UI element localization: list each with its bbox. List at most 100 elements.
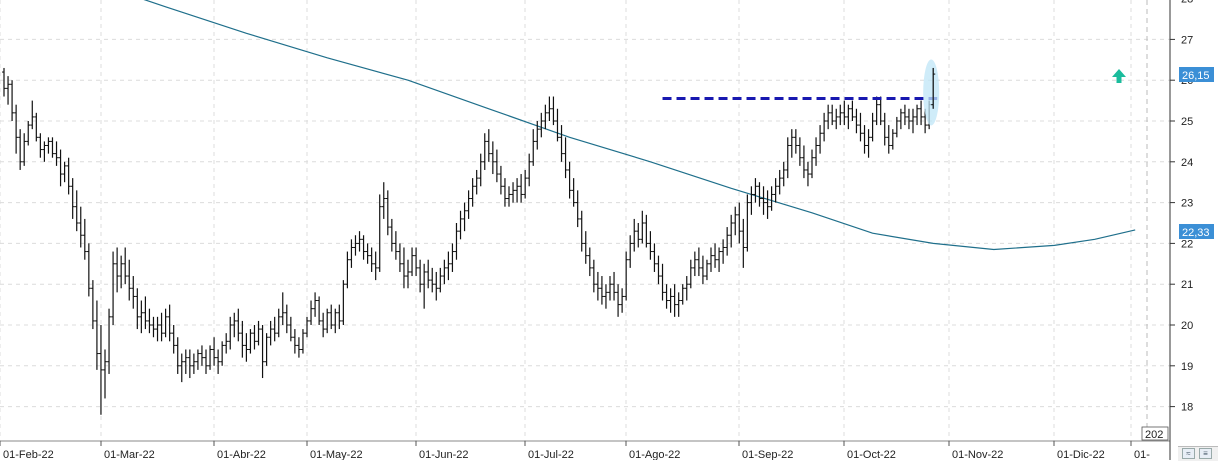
- ohlc-bar: [575, 190, 580, 228]
- ohlc-bar: [228, 316, 233, 350]
- ohlc-bar: [86, 243, 91, 297]
- ohlc-bar: [450, 243, 455, 272]
- ohlc-bar: [406, 259, 410, 289]
- ohlc-bar: [50, 137, 55, 158]
- ohlc-bar: [462, 202, 467, 232]
- y-tick-label: 21: [1181, 279, 1193, 291]
- ohlc-bar: [333, 308, 338, 334]
- ohlc-bar: [862, 125, 867, 154]
- ohlc-bar: [34, 112, 39, 142]
- x-tick-label: 01-Jun-22: [419, 449, 469, 460]
- ohlc-bar: [232, 312, 237, 338]
- ohlc-bar: [268, 320, 273, 346]
- ohlc-bar: [127, 259, 132, 301]
- ohlc-bar: [78, 206, 83, 248]
- ohlc-bar: [684, 276, 689, 301]
- ohlc-bar: [620, 288, 625, 313]
- ohlc-bar: [216, 349, 221, 374]
- ohlc-bar: [818, 125, 823, 154]
- ohlc-bar: [430, 267, 435, 293]
- ohlc-bar: [22, 133, 27, 166]
- ohlc-bar: [280, 292, 285, 325]
- x-tick-label: 01-Jul-22: [528, 449, 574, 460]
- chart-grid: [0, 0, 1170, 441]
- ohlc-bar: [466, 190, 471, 219]
- ohlc-bar: [870, 112, 875, 142]
- ohlc-bar: [773, 178, 778, 203]
- ohlc-bar: [256, 320, 261, 346]
- ohlc-bar: [753, 178, 758, 203]
- annotations: [662, 0, 1148, 441]
- ohlc-bar: [894, 116, 899, 138]
- ohlc-bar: [676, 292, 681, 317]
- y-tick-label: 19: [1181, 361, 1193, 373]
- ohlc-bar: [264, 333, 269, 366]
- year-label: 202: [1145, 429, 1163, 441]
- zoom-wave-icon[interactable]: ≈: [1182, 448, 1195, 459]
- ohlc-bar: [171, 325, 176, 354]
- ohlc-bar: [523, 169, 528, 199]
- ohlc-bar: [696, 247, 701, 277]
- ohlc-bars: [2, 67, 936, 415]
- ohlc-bar: [636, 223, 641, 248]
- last-price-flag: 26,15: [1179, 67, 1214, 82]
- ohlc-bar: [668, 288, 673, 313]
- ohlc-bar: [919, 100, 924, 126]
- y-tick-label: 27: [1181, 34, 1193, 46]
- collapse-icon[interactable]: ≡: [1199, 448, 1212, 459]
- ohlc-bar: [292, 329, 297, 354]
- ohlc-bar: [490, 141, 495, 175]
- ohlc-bar: [321, 312, 326, 338]
- ohlc-bar: [252, 325, 257, 350]
- ohlc-bar: [777, 169, 782, 195]
- ohlc-bar: [781, 161, 786, 187]
- ohlc-bar: [377, 194, 382, 272]
- ohlc-bar: [902, 104, 907, 126]
- moving-average-label: 22,33: [1182, 227, 1210, 239]
- ohlc-bar: [434, 271, 439, 301]
- ohlc-bar: [357, 231, 362, 252]
- y-tick-label: 23: [1181, 198, 1193, 210]
- ohlc-bar: [135, 288, 140, 330]
- ohlc-bar: [14, 104, 19, 154]
- ohlc-bar: [482, 133, 487, 170]
- x-tick-label: 01-: [1134, 449, 1150, 460]
- y-tick-label: 22: [1181, 238, 1193, 250]
- ohlc-bar: [789, 129, 794, 158]
- y-tick-label: 18: [1181, 402, 1193, 414]
- ohlc-bar: [260, 325, 265, 379]
- ohlc-bar: [583, 231, 588, 264]
- ohlc-bar: [401, 247, 406, 289]
- ohlc-bar: [745, 194, 750, 252]
- ohlc-bar: [389, 218, 394, 252]
- ohlc-bar: [199, 345, 204, 366]
- ohlc-bar: [846, 104, 851, 130]
- ohlc-bar: [749, 186, 754, 215]
- ohlc-bar: [688, 259, 693, 289]
- ohlc-bar: [115, 247, 120, 293]
- ohlc-bar: [652, 243, 657, 272]
- ohlc-bar: [6, 76, 11, 105]
- ohlc-bar: [2, 67, 6, 97]
- ohlc-bar: [765, 190, 770, 219]
- ohlc-bar: [341, 280, 346, 325]
- ohlc-bar: [729, 214, 734, 248]
- ohlc-bar: [761, 186, 766, 215]
- ohlc-bar: [793, 129, 798, 154]
- ohlc-bar: [628, 235, 633, 268]
- ohlc-bar: [393, 231, 398, 260]
- ohlc-bar: [810, 149, 814, 179]
- ohlc-bar: [830, 104, 835, 126]
- ohlc-bar: [680, 284, 685, 305]
- moving-average-layer: [143, 0, 1136, 251]
- ohlc-bar: [329, 304, 334, 330]
- ohlc-bar: [911, 108, 915, 134]
- ohlc-bar: [769, 186, 774, 211]
- ohlc-bar: [906, 108, 911, 130]
- ohlc-bar: [822, 112, 827, 142]
- ohlc-bar: [30, 100, 35, 130]
- ohlc-bar: [551, 96, 556, 126]
- ohlc-bar: [874, 96, 879, 126]
- ohlc-bar: [98, 325, 103, 415]
- ohlc-bar: [882, 112, 887, 146]
